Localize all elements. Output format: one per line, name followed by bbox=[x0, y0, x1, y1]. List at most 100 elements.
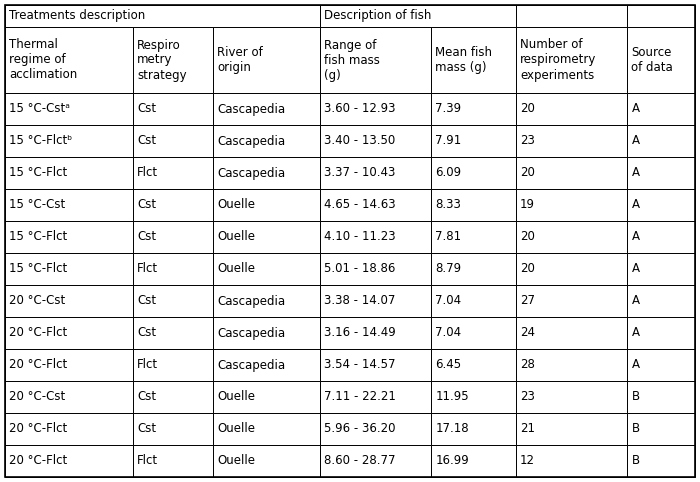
Bar bbox=[133, 93, 214, 125]
Text: Description of fish: Description of fish bbox=[324, 10, 431, 23]
Text: 3.40 - 13.50: 3.40 - 13.50 bbox=[324, 134, 395, 147]
Bar bbox=[5, 253, 133, 285]
Text: Cascapedia: Cascapedia bbox=[218, 359, 286, 372]
Bar bbox=[133, 253, 214, 285]
Text: Cst: Cst bbox=[137, 390, 156, 403]
Bar bbox=[627, 5, 695, 27]
Bar bbox=[516, 221, 627, 253]
Bar bbox=[214, 189, 320, 221]
Bar bbox=[320, 157, 431, 189]
Bar bbox=[320, 125, 431, 157]
Text: 7.04: 7.04 bbox=[435, 326, 461, 339]
Bar bbox=[5, 445, 133, 477]
Text: 21: 21 bbox=[520, 423, 535, 436]
Bar bbox=[5, 381, 133, 413]
Bar bbox=[133, 317, 214, 349]
Text: A: A bbox=[631, 103, 639, 116]
Text: 12: 12 bbox=[520, 455, 535, 468]
Bar bbox=[431, 317, 516, 349]
Bar bbox=[320, 413, 431, 445]
Text: 5.96 - 36.20: 5.96 - 36.20 bbox=[324, 423, 396, 436]
Bar bbox=[320, 5, 516, 27]
Bar bbox=[5, 93, 133, 125]
Bar bbox=[133, 381, 214, 413]
Text: 7.04: 7.04 bbox=[435, 295, 461, 308]
Bar bbox=[320, 381, 431, 413]
Bar bbox=[516, 253, 627, 285]
Text: 3.60 - 12.93: 3.60 - 12.93 bbox=[324, 103, 396, 116]
Bar bbox=[516, 27, 627, 93]
Bar bbox=[320, 27, 431, 93]
Text: Flct: Flct bbox=[137, 455, 158, 468]
Text: 20 °C-Cst: 20 °C-Cst bbox=[9, 295, 65, 308]
Text: B: B bbox=[631, 423, 640, 436]
Bar bbox=[214, 413, 320, 445]
Text: B: B bbox=[631, 390, 640, 403]
Text: 8.60 - 28.77: 8.60 - 28.77 bbox=[324, 455, 396, 468]
Bar bbox=[431, 349, 516, 381]
Text: 3.54 - 14.57: 3.54 - 14.57 bbox=[324, 359, 396, 372]
Text: Number of
respirometry
experiments: Number of respirometry experiments bbox=[520, 39, 596, 81]
Text: Cst: Cst bbox=[137, 134, 156, 147]
Text: 20: 20 bbox=[520, 103, 535, 116]
Bar bbox=[133, 189, 214, 221]
Bar bbox=[431, 253, 516, 285]
Text: 6.09: 6.09 bbox=[435, 166, 461, 179]
Text: Cst: Cst bbox=[137, 326, 156, 339]
Text: A: A bbox=[631, 166, 639, 179]
Bar bbox=[516, 5, 627, 27]
Bar bbox=[133, 413, 214, 445]
Bar bbox=[320, 189, 431, 221]
Bar bbox=[516, 93, 627, 125]
Bar bbox=[627, 285, 695, 317]
Text: 24: 24 bbox=[520, 326, 535, 339]
Bar bbox=[320, 285, 431, 317]
Bar bbox=[5, 285, 133, 317]
Text: A: A bbox=[631, 359, 639, 372]
Text: 20 °C-Flct: 20 °C-Flct bbox=[9, 326, 67, 339]
Bar bbox=[133, 125, 214, 157]
Bar bbox=[627, 445, 695, 477]
Text: 20 °C-Flct: 20 °C-Flct bbox=[9, 455, 67, 468]
Bar bbox=[431, 27, 516, 93]
Text: 6.45: 6.45 bbox=[435, 359, 461, 372]
Bar bbox=[5, 349, 133, 381]
Bar bbox=[627, 317, 695, 349]
Text: 5.01 - 18.86: 5.01 - 18.86 bbox=[324, 263, 396, 276]
Text: Thermal
regime of
acclimation: Thermal regime of acclimation bbox=[9, 39, 77, 81]
Bar bbox=[133, 349, 214, 381]
Bar bbox=[214, 317, 320, 349]
Bar bbox=[320, 445, 431, 477]
Text: River of
origin: River of origin bbox=[218, 46, 263, 74]
Text: 15 °C-Cstᵃ: 15 °C-Cstᵃ bbox=[9, 103, 70, 116]
Text: 17.18: 17.18 bbox=[435, 423, 469, 436]
Bar bbox=[516, 157, 627, 189]
Text: 15 °C-Flctᵇ: 15 °C-Flctᵇ bbox=[9, 134, 72, 147]
Bar bbox=[214, 125, 320, 157]
Bar bbox=[320, 253, 431, 285]
Bar bbox=[431, 381, 516, 413]
Text: Cst: Cst bbox=[137, 295, 156, 308]
Bar bbox=[214, 27, 320, 93]
Bar bbox=[214, 93, 320, 125]
Bar bbox=[214, 349, 320, 381]
Bar bbox=[214, 381, 320, 413]
Text: Mean fish
mass (g): Mean fish mass (g) bbox=[435, 46, 492, 74]
Text: 23: 23 bbox=[520, 134, 535, 147]
Bar bbox=[431, 157, 516, 189]
Bar bbox=[133, 157, 214, 189]
Bar bbox=[5, 221, 133, 253]
Bar bbox=[516, 189, 627, 221]
Text: 20: 20 bbox=[520, 166, 535, 179]
Text: 16.99: 16.99 bbox=[435, 455, 469, 468]
Text: Range of
fish mass
(g): Range of fish mass (g) bbox=[324, 39, 379, 81]
Bar bbox=[627, 93, 695, 125]
Bar bbox=[627, 253, 695, 285]
Text: A: A bbox=[631, 326, 639, 339]
Text: 8.33: 8.33 bbox=[435, 199, 461, 212]
Bar bbox=[516, 445, 627, 477]
Text: 3.37 - 10.43: 3.37 - 10.43 bbox=[324, 166, 396, 179]
Text: 20 °C-Cst: 20 °C-Cst bbox=[9, 390, 65, 403]
Text: A: A bbox=[631, 263, 639, 276]
Text: 20: 20 bbox=[520, 263, 535, 276]
